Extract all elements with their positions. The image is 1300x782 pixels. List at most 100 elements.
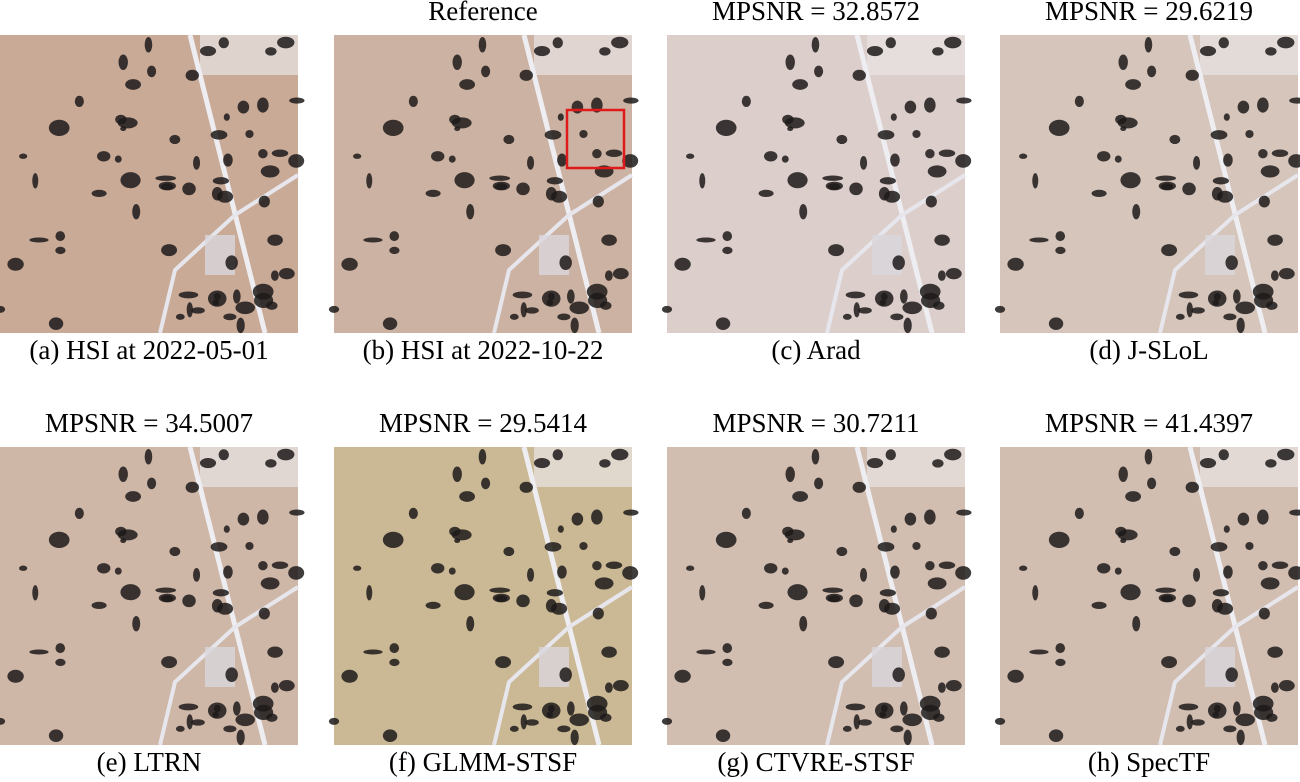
dark-patch <box>225 255 238 270</box>
dark-patch <box>120 172 141 189</box>
dark-patch <box>225 667 238 682</box>
dark-patch <box>519 481 533 493</box>
dark-patch <box>1218 449 1229 461</box>
dark-patch <box>1120 584 1141 601</box>
dark-patch <box>233 289 241 304</box>
dark-patch <box>1118 54 1128 70</box>
dark-patch <box>1223 313 1237 321</box>
dark-patch <box>792 79 809 90</box>
dark-patch <box>686 565 695 571</box>
dark-patch <box>1258 149 1268 159</box>
dark-patch <box>1193 568 1201 582</box>
dark-patch <box>787 584 808 601</box>
dark-patch <box>489 587 511 593</box>
dark-patch <box>944 36 962 49</box>
dark-patch <box>267 234 283 246</box>
dark-patch <box>1048 119 1070 137</box>
dark-patch <box>454 172 475 189</box>
dark-patch <box>1029 237 1049 243</box>
dark-patch <box>758 189 774 198</box>
dark-patch <box>132 615 141 632</box>
dark-patch <box>799 203 808 220</box>
dark-patch <box>193 156 201 170</box>
dark-patch <box>938 561 956 569</box>
image-background <box>334 35 632 333</box>
dark-patch <box>1114 155 1122 163</box>
dark-patch <box>1199 458 1217 469</box>
panel-caption: (h) SpecTF <box>1088 747 1210 777</box>
image-background <box>667 447 965 745</box>
dark-patch <box>674 669 691 683</box>
dark-patch <box>877 542 895 552</box>
dark-patch <box>1182 594 1196 608</box>
dark-patch <box>722 658 733 667</box>
dark-patch <box>193 568 201 582</box>
dark-patch <box>994 717 1006 725</box>
road <box>187 34 268 334</box>
dark-patch <box>546 589 563 597</box>
dark-patch <box>207 290 227 307</box>
dark-patch <box>1235 713 1255 727</box>
image-background <box>1000 447 1298 745</box>
dark-patch <box>509 725 519 732</box>
dark-patch <box>1178 291 1199 299</box>
dark-patch <box>158 593 176 603</box>
dark-patch <box>811 37 820 53</box>
dark-patch <box>550 602 568 615</box>
panel-title: MPSNR = 29.5414 <box>379 408 588 438</box>
dark-patch <box>48 317 64 330</box>
dark-patch <box>866 46 884 57</box>
dark-patch <box>74 507 84 519</box>
dark-patch <box>1288 566 1300 580</box>
dark-patch <box>7 257 24 271</box>
dark-patch <box>169 134 181 145</box>
dark-patch <box>592 607 604 620</box>
dark-patch <box>900 289 908 304</box>
dark-patch <box>265 459 277 468</box>
dark-patch <box>237 512 250 526</box>
dark-patch <box>132 203 141 220</box>
dark-patch <box>19 153 28 159</box>
dark-patch <box>902 713 922 727</box>
dark-patch <box>91 601 107 610</box>
dark-patch <box>408 95 418 107</box>
dark-patch <box>478 449 487 465</box>
dark-patch <box>925 561 935 571</box>
dark-patch <box>938 149 956 157</box>
dark-patch <box>764 563 778 574</box>
dark-patch <box>919 695 941 712</box>
dark-patch <box>1218 37 1229 49</box>
dark-patch <box>601 234 617 246</box>
dark-patch <box>1114 567 1122 575</box>
panel-caption: (c) Arad <box>771 335 861 365</box>
dark-patch <box>245 130 254 139</box>
dark-patch <box>825 593 843 603</box>
dark-patch <box>118 54 128 70</box>
dark-patch <box>912 130 921 139</box>
dark-patch <box>454 584 475 601</box>
dark-patch <box>155 587 177 593</box>
dark-patch <box>48 531 70 549</box>
dark-patch <box>466 203 475 220</box>
dark-patch <box>1223 525 1230 533</box>
dark-patch <box>257 97 269 113</box>
dark-patch <box>994 305 1006 313</box>
dark-patch <box>118 466 128 482</box>
dark-patch <box>97 563 111 574</box>
dark-patch <box>544 130 562 140</box>
dark-patch <box>885 449 896 461</box>
dark-patch <box>559 255 572 270</box>
dark-patch <box>235 301 255 315</box>
dark-patch <box>1091 601 1107 610</box>
dark-patch <box>904 512 917 526</box>
dark-patch <box>258 195 270 208</box>
dark-patch <box>449 526 461 537</box>
panel-caption: (g) CTVRE-STSF <box>717 747 914 777</box>
dark-patch <box>1186 714 1193 730</box>
road <box>854 446 935 746</box>
dark-patch <box>158 181 176 191</box>
dark-patch <box>622 154 639 168</box>
dark-patch <box>787 172 808 189</box>
dark-patch <box>1125 491 1142 502</box>
